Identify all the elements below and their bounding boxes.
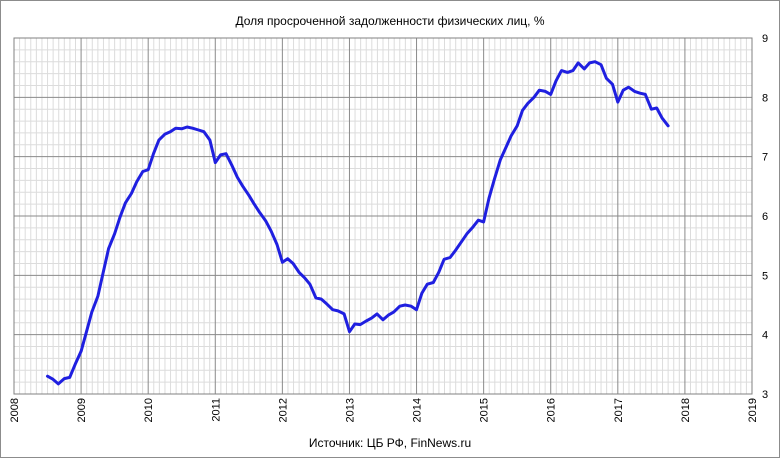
- chart-title: Доля просроченной задолженности физическ…: [235, 14, 545, 28]
- x-tick-label: 2010: [143, 398, 155, 422]
- major-grid: [14, 38, 752, 394]
- x-tick-label: 2012: [277, 398, 289, 422]
- x-tick-label: 2015: [479, 398, 491, 422]
- y-axis-ticks: 3 4 5 6 7 8 9: [762, 33, 768, 401]
- y-tick-label: 8: [762, 92, 768, 104]
- chart-source: Источник: ЦБ РФ, FinNews.ru: [308, 436, 472, 450]
- x-tick-label: 2014: [412, 398, 424, 422]
- y-tick-label: 4: [762, 330, 768, 342]
- x-tick-label: 2009: [76, 398, 88, 422]
- x-tick-label: 2013: [344, 398, 356, 422]
- x-tick-label: 2018: [680, 398, 692, 422]
- x-tick-label: 2011: [210, 398, 222, 422]
- series-line: [46, 60, 670, 386]
- x-tick-label: 2008: [9, 398, 21, 422]
- plot-border: [13, 37, 753, 395]
- y-tick-label: 7: [762, 152, 768, 164]
- y-tick-label: 5: [762, 270, 768, 282]
- x-axis-ticks: 2008 2009 2010 2011 2012 2013 2014 2015 2016 2017…: [9, 398, 759, 422]
- x-tick-label: 2017: [613, 398, 625, 422]
- y-tick-label: 3: [762, 389, 768, 401]
- y-tick-label: 6: [762, 211, 768, 223]
- x-tick-label: 2019: [747, 398, 759, 422]
- y-tick-label: 9: [762, 33, 768, 45]
- x-tick-label: 2016: [546, 398, 558, 422]
- series-layer: [46, 60, 670, 386]
